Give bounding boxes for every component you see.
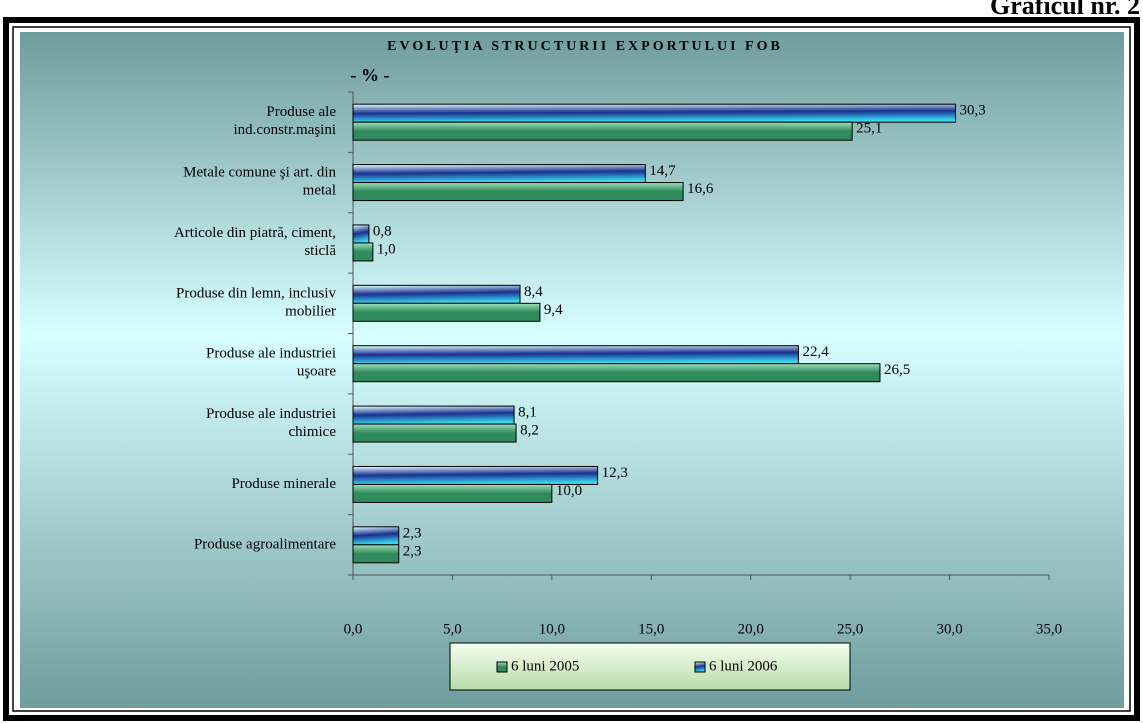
bar — [352, 103, 957, 123]
value-label: 25,1 — [856, 121, 882, 137]
bar — [352, 465, 599, 485]
value-label: 2,3 — [403, 525, 422, 541]
page-header: Graficul nr. 2 — [990, 0, 1140, 20]
x-tick-label: 15,0 — [638, 621, 664, 637]
x-tick-label: 10,0 — [539, 621, 565, 637]
value-label: 16,6 — [687, 181, 714, 197]
value-label: 8,1 — [518, 405, 537, 421]
value-label: 8,4 — [524, 284, 543, 300]
legend-swatch — [496, 661, 508, 673]
bar — [352, 526, 400, 546]
x-tick-label: 30,0 — [936, 621, 962, 637]
value-label: 8,2 — [520, 423, 539, 439]
bar — [352, 483, 553, 503]
value-label: 0,8 — [373, 223, 392, 239]
category-label: Produse minerale — [231, 476, 336, 492]
x-tick-label: 25,0 — [837, 621, 863, 637]
category-label: Produse agroalimentare — [194, 536, 336, 552]
bar — [352, 423, 517, 443]
inner-frame — [12, 26, 1131, 712]
bar — [352, 345, 799, 365]
x-tick-label: 20,0 — [738, 621, 764, 637]
bar — [352, 302, 541, 322]
bar — [352, 224, 370, 244]
value-label: 12,3 — [602, 465, 628, 481]
bar — [352, 182, 684, 202]
value-label: 2,3 — [403, 543, 422, 559]
value-label: 30,3 — [960, 103, 986, 119]
bar — [352, 405, 515, 425]
legend-label: 6 luni 2005 — [511, 658, 579, 674]
value-label: 10,0 — [556, 483, 582, 499]
x-tick-label: 0,0 — [344, 621, 363, 637]
legend-label: 6 luni 2006 — [709, 658, 778, 674]
x-tick-label: 5,0 — [443, 621, 462, 637]
outer-frame — [3, 17, 1140, 721]
bar — [352, 242, 374, 262]
value-label: 14,7 — [649, 163, 676, 179]
value-label: 22,4 — [802, 344, 829, 360]
category-label: Produse din lemn, inclusiv mobilier — [176, 286, 336, 320]
bar — [352, 544, 400, 564]
category-label: Articole din piatră, ciment, sticlă — [174, 225, 336, 259]
value-label: 9,4 — [544, 302, 563, 318]
bar — [352, 284, 521, 304]
x-tick-label: 35,0 — [1036, 621, 1062, 637]
chart-subtitle: - % - — [351, 65, 390, 85]
legend — [449, 642, 851, 691]
legend-swatch — [694, 661, 706, 673]
bar — [352, 164, 646, 184]
category-label: Produse ale industriei chimice — [206, 407, 336, 441]
category-label: Produse ale industriei uşoare — [206, 346, 336, 380]
value-label: 1,0 — [377, 241, 396, 257]
bar — [352, 121, 853, 141]
bar — [352, 363, 881, 383]
category-label: Metale comune şi art. din metal — [183, 165, 336, 199]
category-label: Produse ale ind.constr.maşini — [234, 105, 337, 139]
chart-title: EVOLUŢIA STRUCTURII EXPORTULUI FOB — [387, 39, 783, 54]
value-label: 26,5 — [884, 362, 910, 378]
